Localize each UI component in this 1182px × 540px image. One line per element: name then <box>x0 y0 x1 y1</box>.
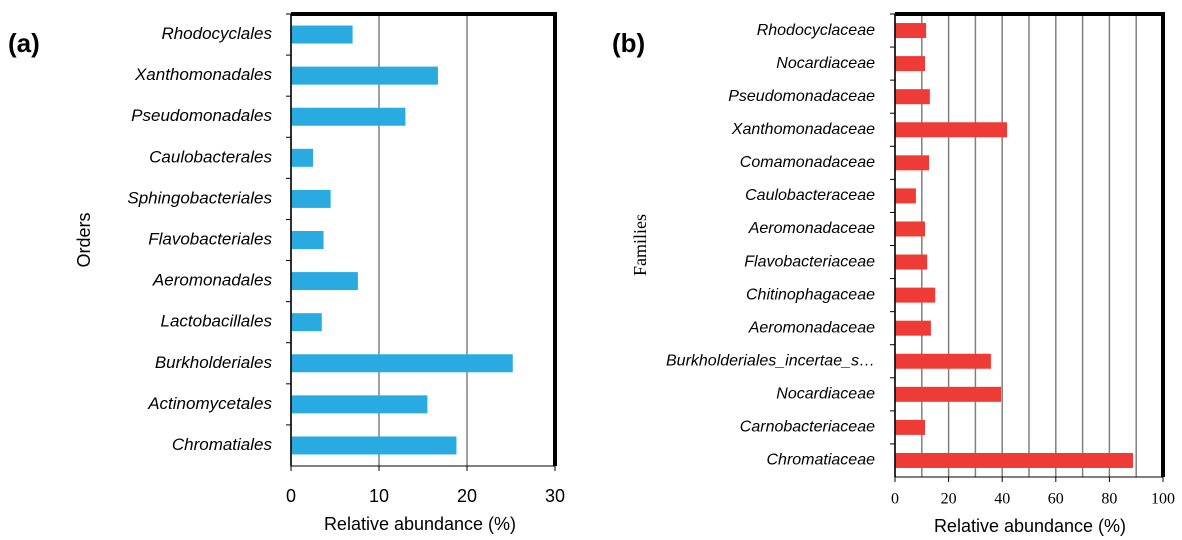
x-tick-label: 100 <box>1151 491 1175 508</box>
bar <box>291 148 313 167</box>
bar <box>291 436 457 455</box>
category-label: Xanthomonadales <box>134 65 273 84</box>
category-label: Actinomycetales <box>147 394 272 413</box>
bar <box>895 56 926 72</box>
bar <box>291 25 353 44</box>
category-label: Aeromonadales <box>152 271 273 290</box>
category-label: Pseudomonadaceae <box>728 88 875 105</box>
category-label: Burkholderiales_incertae_s… <box>666 352 875 369</box>
panel-label: (a) <box>8 28 40 58</box>
category-label: Flavobacteriales <box>148 229 272 248</box>
bar <box>895 386 1002 402</box>
category-label: Chromatiales <box>172 435 273 454</box>
bar <box>291 272 358 291</box>
category-label: Caulobacterales <box>149 147 272 166</box>
bar <box>895 419 926 435</box>
bar <box>291 395 428 414</box>
x-tick-label: 80 <box>1101 491 1117 508</box>
x-tick-label: 40 <box>994 491 1010 508</box>
bar <box>291 231 324 249</box>
x-tick-label: 20 <box>941 491 957 508</box>
bar <box>895 155 930 171</box>
bar <box>895 353 991 369</box>
bar <box>895 287 936 303</box>
category-label: Nocardiaceae <box>776 55 875 72</box>
x-tick-label: 60 <box>1048 491 1064 508</box>
category-label: Aeromonadaceae <box>748 220 875 237</box>
x-axis-label: Relative abundance (%) <box>934 516 1126 536</box>
x-tick-label: 0 <box>891 491 899 508</box>
category-label: Lactobacillales <box>160 312 272 331</box>
bar <box>895 221 926 237</box>
category-label: Xanthomonadaceae <box>731 121 875 138</box>
bar <box>895 188 916 204</box>
category-label: Comamonadaceae <box>740 154 875 171</box>
category-label: Aeromonadaceae <box>748 319 875 336</box>
bar <box>895 89 930 105</box>
x-tick-label: 30 <box>545 486 565 506</box>
bar <box>895 452 1133 468</box>
bar <box>895 23 927 39</box>
x-axis-label: Relative abundance (%) <box>324 514 516 534</box>
x-tick-label: 20 <box>457 486 477 506</box>
bar <box>895 254 928 270</box>
bar <box>895 122 1008 138</box>
bar <box>291 189 331 208</box>
x-tick-label: 10 <box>369 486 389 506</box>
category-label: Chitinophagaceae <box>746 286 875 303</box>
category-label: Nocardiaceae <box>776 386 875 403</box>
bar <box>291 313 322 332</box>
panel-label: (b) <box>612 28 645 58</box>
category-label: Rhodocyclaceae <box>757 22 875 39</box>
category-label: Burkholderiales <box>155 353 273 372</box>
category-label: Rhodocyclales <box>161 24 272 43</box>
y-axis-label: Orders <box>74 212 94 267</box>
category-label: Pseudomonadales <box>131 106 272 125</box>
category-label: Chromatiaceae <box>767 452 876 469</box>
bar <box>291 107 406 126</box>
bar <box>895 320 931 336</box>
category-label: Flavobacteriaceae <box>744 253 875 270</box>
category-label: Sphingobacteriales <box>127 188 272 207</box>
y-axis-label: Families <box>630 214 650 276</box>
bar <box>291 66 438 85</box>
x-tick-label: 0 <box>286 486 296 506</box>
bar <box>291 354 513 373</box>
category-label: Carnobacteriaceae <box>740 419 875 436</box>
category-label: Caulobacteraceae <box>745 187 875 204</box>
